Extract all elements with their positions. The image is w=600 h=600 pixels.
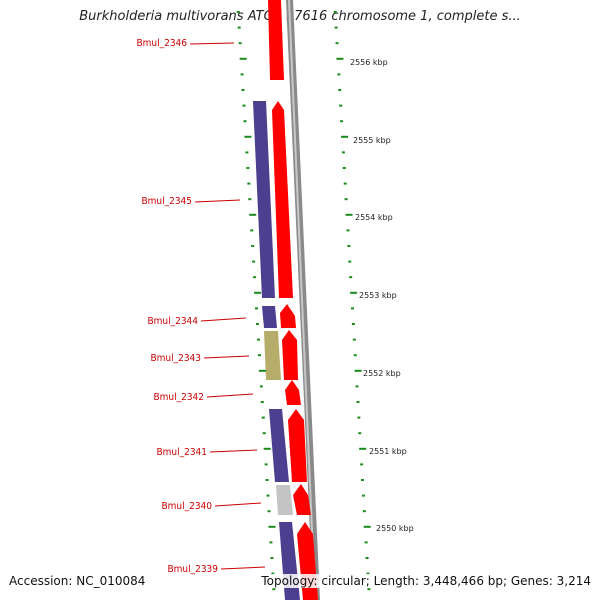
gene-label[interactable]: Bmul_2340	[161, 501, 212, 512]
leader-bmul-2343	[203, 355, 250, 359]
accession-label: Accession: NC_010084	[9, 574, 146, 588]
gene-bmul-2346[interactable]	[268, 0, 284, 80]
leader-bmul-2339	[220, 566, 266, 570]
gene-label[interactable]: Bmul_2342	[153, 392, 204, 403]
gene-label[interactable]: Bmul_2343	[150, 353, 201, 364]
gene-bmul-2345-reverse[interactable]	[253, 101, 275, 298]
gene-bmul-2341[interactable]	[288, 409, 307, 482]
kbp-label: 2553 kbp	[359, 291, 397, 300]
gene-bmul-2341-reverse[interactable]	[269, 409, 289, 482]
kbp-label: 2554 kbp	[355, 213, 393, 222]
leader-bmul-2341	[209, 449, 258, 453]
gene-bmul-2343[interactable]	[282, 330, 298, 380]
leader-bmul-2344	[200, 317, 247, 322]
kbp-label: 2550 kbp	[376, 524, 414, 533]
kbp-label: 2552 kbp	[363, 369, 401, 378]
gene-bmul-2340-reverse[interactable]	[276, 485, 293, 515]
left-tick-column	[236, 11, 276, 591]
gene-bmul-2339-reverse[interactable]	[279, 522, 300, 600]
gene-bmul-2342[interactable]	[285, 380, 301, 405]
gene-bmul-2340[interactable]	[293, 484, 311, 515]
gene-bmul-2343-reverse[interactable]	[264, 331, 281, 380]
gene-label[interactable]: Bmul_2345	[141, 196, 192, 207]
kbp-label: 2556 kbp	[350, 58, 388, 67]
chromosome-backbone-highlight	[288, 0, 316, 600]
gene-label[interactable]: Bmul_2346	[136, 38, 187, 49]
gene-label[interactable]: Bmul_2344	[147, 316, 198, 327]
kbp-label: 2555 kbp	[353, 136, 391, 145]
right-tick-column	[333, 11, 371, 591]
kbp-label: 2551 kbp	[369, 447, 407, 456]
map-title: Burkholderia multivorans ATCC 17616 chro…	[79, 9, 521, 24]
gene-bmul-2345[interactable]	[272, 101, 293, 298]
leader-bmul-2346	[189, 42, 235, 45]
leader-bmul-2342	[206, 393, 254, 398]
leader-bmul-2340	[214, 502, 262, 507]
gene-label[interactable]: Bmul_2339	[167, 564, 218, 575]
genome-summary: Topology: circular; Length: 3,448,466 bp…	[261, 574, 591, 588]
leader-bmul-2345	[194, 199, 241, 203]
gene-label[interactable]: Bmul_2341	[156, 447, 207, 458]
gene-bmul-2344[interactable]	[280, 304, 296, 328]
gene-bmul-2344-reverse[interactable]	[262, 306, 277, 328]
